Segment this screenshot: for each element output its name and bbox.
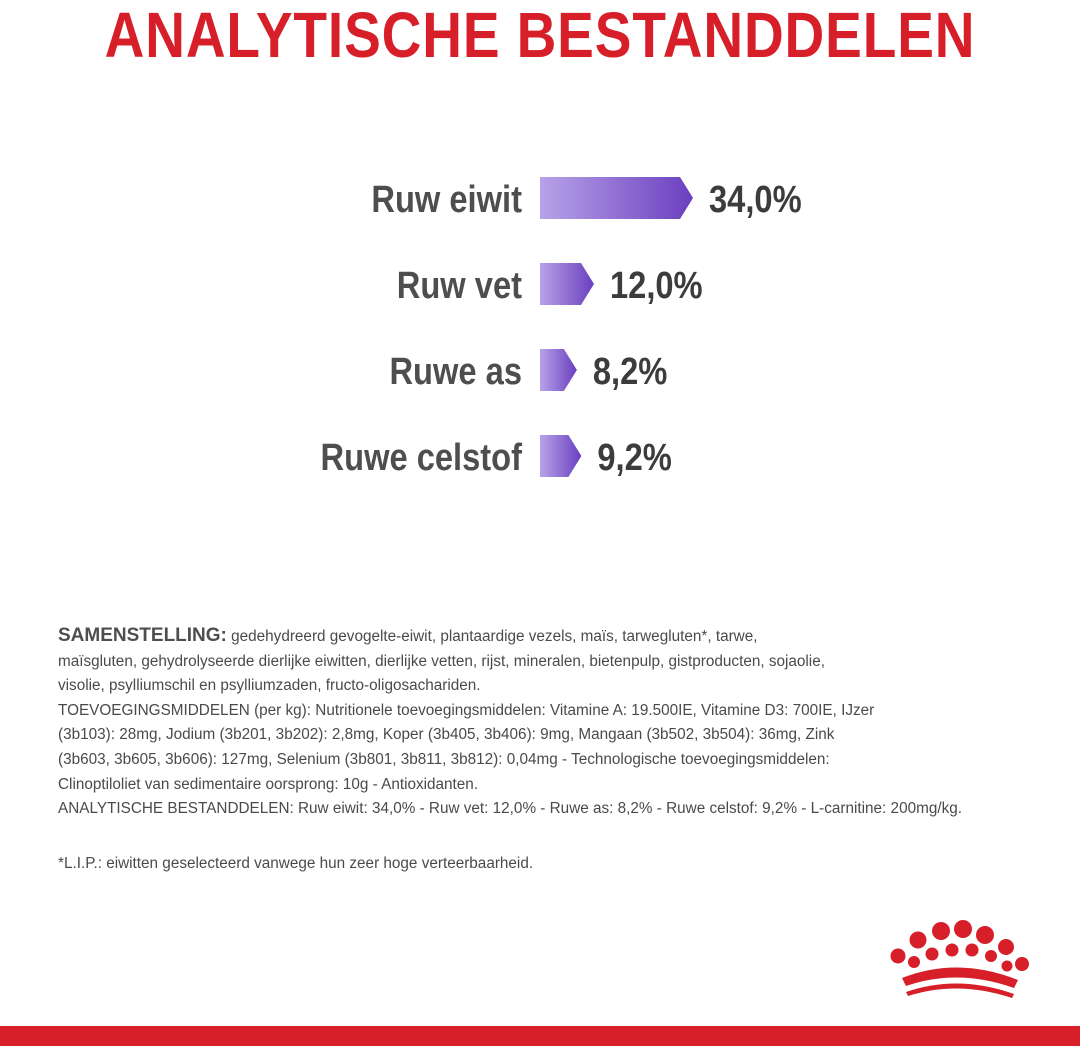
value-label-4: 9,2%	[597, 436, 671, 479]
category-label-4: Ruwe celstof	[321, 436, 523, 479]
composition-line-1-text: gedehydreerd gevogelte-eiwit, plantaardi…	[226, 628, 758, 645]
bar-4	[540, 435, 582, 477]
royal-canin-crown-icon	[890, 920, 1029, 998]
composition-line-3: visolie, psylliumschil en psylliumzaden,…	[58, 677, 481, 695]
category-label-1: Ruw eiwit	[371, 178, 522, 221]
bar-3	[540, 349, 577, 391]
composition-heading: SAMENSTELLING:	[58, 625, 227, 646]
bottom-brand-band	[0, 1026, 1080, 1046]
value-label-3: 8,2%	[593, 350, 667, 393]
value-label-2: 12,0%	[610, 264, 703, 307]
value-label-1: 34,0%	[709, 178, 802, 221]
page-title: ANALYTISCHE BESTANDDELEN	[104, 0, 976, 71]
additives-line-1: TOEVOEGINGSMIDDELEN (per kg): Nutritione…	[58, 701, 875, 719]
bar-1	[540, 177, 693, 219]
additives-line-3: (3b603, 3b605, 3b606): 127mg, Selenium (…	[58, 750, 830, 768]
analytical-line: ANALYTISCHE BESTANDDELEN: Ruw eiwit: 34,…	[58, 800, 962, 818]
additives-line-4: Clinoptiloliet van sedimentaire oorspron…	[58, 775, 479, 793]
additives-line-2: (3b103): 28mg, Jodium (3b201, 3b202): 2,…	[58, 726, 835, 744]
nutrient-bar-chart: Ruw eiwit 34,0% Ruw vet 12,0% Ruwe as 8,2% Ruw…	[321, 177, 802, 479]
composition-line-1: SAMENSTELLING: gedehydreerd gevogelte-ei…	[58, 624, 1048, 650]
category-label-3: Ruwe as	[389, 350, 522, 393]
bar-2	[540, 263, 594, 305]
footnote: *L.I.P.: eiwitten geselecteerd vanwege h…	[58, 855, 534, 872]
composition-text: SAMENSTELLING: gedehydreerd gevogelte-ei…	[58, 624, 1048, 822]
category-label-2: Ruw vet	[397, 264, 522, 307]
composition-line-2: maïsgluten, gehydrolyseerde dierlijke ei…	[58, 652, 825, 670]
